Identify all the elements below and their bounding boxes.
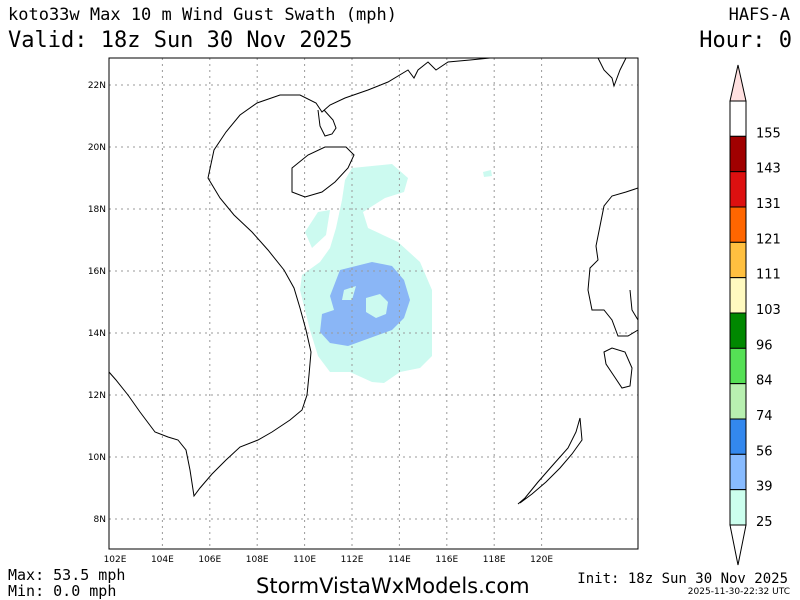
lon-tick-label: 104E [151, 555, 174, 565]
legend-level-label: 74 [756, 409, 773, 424]
map-gridlines [109, 58, 638, 549]
legend-swatch [729, 206, 747, 243]
generation-stamp: 2025-11-30-22:32 UTC [687, 587, 790, 597]
coastlines [108, 57, 639, 505]
lon-tick-label: 114E [388, 555, 411, 565]
legend-swatch [729, 135, 747, 173]
forecast-hour: Hour: 0 [699, 28, 792, 53]
coastline-hainan [291, 146, 355, 198]
coastline-palawan [517, 417, 583, 505]
legend-swatch [729, 277, 747, 314]
lat-tick-label: 22N [88, 81, 106, 91]
lon-tick-label: 102E [104, 555, 127, 565]
legend-swatch [729, 241, 747, 279]
coastline-mindoro [603, 347, 633, 389]
legend-swatch [729, 312, 747, 349]
legend-swatch [729, 171, 747, 208]
legend-top-arrow [729, 64, 747, 102]
legend-swatch [729, 489, 747, 526]
legend-swatch [729, 453, 747, 491]
legend-level-label: 131 [756, 197, 781, 212]
legend-level-label: 111 [756, 268, 781, 283]
coastline-luzon-east [629, 289, 639, 321]
coastline-china-vietnam [108, 57, 491, 498]
legend-swatch [729, 383, 747, 420]
lat-tick-label: 8N [94, 515, 106, 525]
lat-tick-label: 12N [88, 391, 106, 401]
swath-fragment-west [305, 210, 330, 248]
coastline-taiwan [597, 57, 627, 88]
legend-swatch [729, 347, 747, 385]
legend-swatch [729, 100, 747, 137]
swath-fragment-east [483, 170, 492, 177]
legend-level-label: 103 [756, 303, 781, 318]
legend-level-label: 56 [756, 444, 773, 459]
legend-swatch [729, 418, 747, 455]
lon-tick-label: 118E [483, 555, 506, 565]
legend-level-label: 121 [756, 232, 781, 247]
coastline-leizhou-peninsula [317, 109, 337, 137]
legend-level-label: 39 [756, 480, 773, 495]
coastline-luzon [587, 187, 639, 337]
legend-bottom-arrow [729, 524, 747, 566]
legend-level-label: 84 [756, 374, 773, 389]
legend-level-label: 143 [756, 162, 781, 177]
lon-tick-label: 120E [530, 555, 553, 565]
lat-tick-label: 16N [88, 267, 106, 277]
lat-tick-label: 18N [88, 205, 106, 215]
valid-time: Valid: 18z Sun 30 Nov 2025 [8, 28, 353, 53]
map-frame [108, 57, 639, 550]
chart-title: koto33w Max 10 m Wind Gust Swath (mph) [8, 5, 397, 25]
lat-tick-label: 14N [88, 329, 106, 339]
model-name: HAFS-A [728, 5, 790, 25]
lon-tick-label: 116E [435, 555, 458, 565]
brand-watermark: StormVistaWxModels.com [256, 574, 530, 598]
lon-tick-label: 106E [198, 555, 221, 565]
legend-level-label: 96 [756, 338, 773, 353]
min-value: Min: 0.0 mph [8, 582, 117, 600]
legend-level-label: 155 [756, 126, 781, 141]
init-time: Init: 18z Sun 30 Nov 2025 [577, 571, 788, 587]
lon-tick-label: 110E [293, 555, 316, 565]
lon-tick-label: 112E [341, 555, 364, 565]
lat-tick-label: 10N [88, 453, 106, 463]
legend-level-label: 25 [756, 515, 773, 530]
lon-tick-label: 108E [246, 555, 269, 565]
swath-inner-notch [342, 286, 356, 300]
max-value: Max: 53.5 mph [8, 566, 126, 584]
lat-tick-label: 20N [88, 143, 106, 153]
color-legend: 155 143 131 121 111 103 96 84 74 56 39 25 [729, 64, 781, 566]
swath-eye [366, 294, 388, 318]
swath-band-39-56 [320, 262, 410, 346]
